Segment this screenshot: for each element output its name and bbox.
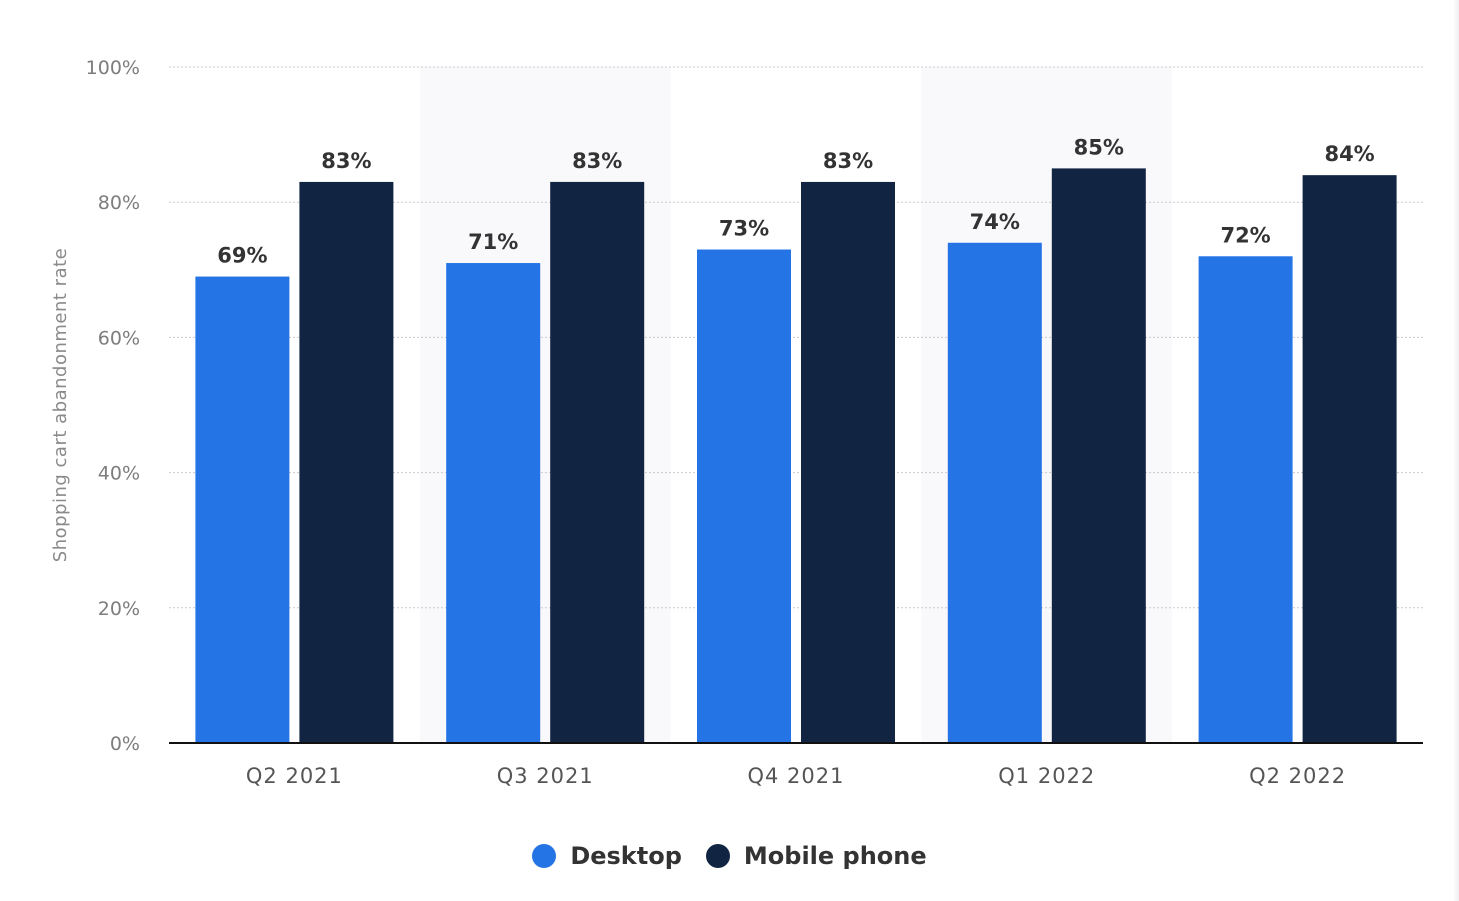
data-label-mobile-phone: 84% (1324, 142, 1374, 166)
x-tick-label: Q1 2022 (998, 764, 1095, 788)
y-tick-label: 100% (86, 57, 140, 79)
panel-edge (1453, 0, 1459, 901)
bar-mobile-phone (1051, 168, 1146, 743)
data-label-mobile-phone: 83% (823, 149, 873, 173)
bar-desktop (1198, 256, 1293, 743)
bar-desktop (947, 242, 1042, 743)
data-label-mobile-phone: 85% (1074, 135, 1124, 159)
bar-desktop (697, 249, 791, 743)
legend: Desktop Mobile phone (0, 836, 1459, 876)
data-label-mobile-phone: 83% (572, 149, 622, 173)
data-label-mobile-phone: 83% (321, 149, 371, 173)
bar-mobile-phone (801, 181, 895, 744)
bar-mobile-phone (550, 181, 645, 744)
x-tick-label: Q3 2021 (497, 764, 594, 788)
bar-mobile-phone (1302, 175, 1397, 743)
y-tick-label: 60% (98, 327, 140, 349)
mobile-phone-legend-marker (705, 844, 730, 868)
legend-item-mobile-phone[interactable]: Mobile phone (705, 842, 927, 870)
desktop-legend-marker (532, 844, 557, 868)
data-label-desktop: 73% (719, 217, 769, 241)
legend-label-desktop: Desktop (570, 842, 682, 870)
data-label-desktop: 71% (468, 230, 518, 254)
legend-item-desktop[interactable]: Desktop (532, 842, 682, 870)
y-axis-label: Shopping cart abandonment rate (50, 248, 71, 562)
data-label-desktop: 69% (217, 244, 267, 268)
y-tick-label: 40% (98, 463, 140, 485)
y-tick-label: 80% (98, 192, 140, 214)
x-tick-label: Q2 2022 (1249, 764, 1346, 788)
bar-desktop (446, 263, 541, 743)
legend-label-mobile-phone: Mobile phone (743, 842, 927, 870)
data-label-desktop: 72% (1220, 223, 1270, 247)
x-tick-label: Q4 2021 (747, 764, 844, 788)
x-tick-label: Q2 2021 (246, 764, 343, 788)
bar-desktop (195, 276, 290, 743)
y-tick-label: 20% (98, 598, 140, 620)
bar-mobile-phone (299, 181, 394, 744)
y-tick-label: 0% (110, 733, 140, 755)
data-label-desktop: 74% (970, 210, 1020, 234)
